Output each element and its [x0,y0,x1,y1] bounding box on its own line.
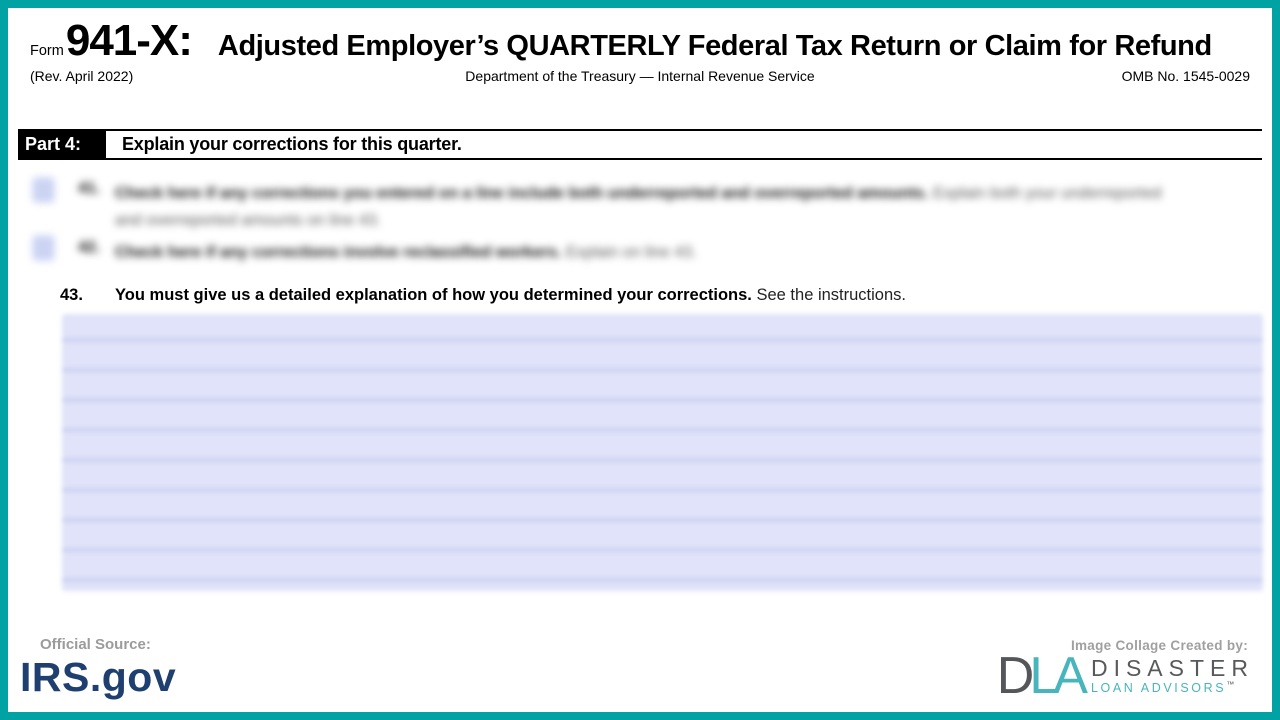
line42-regular-text: Explain on line 43. [561,244,697,261]
image-credit-label: Image Collage Created by: [1070,638,1248,653]
omb-number: OMB No. 1545-0029 [1121,68,1250,84]
line43-regular-text: See the instructions. [751,286,906,304]
form-page: Form 941-X: Adjusted Employer’s QUARTERL… [8,8,1272,712]
line43-explanation-textarea[interactable] [62,314,1263,591]
form-title: Adjusted Employer’s QUARTERLY Federal Ta… [217,30,1212,62]
dla-loan-advisors-text: LOAN ADVISORS™ [1090,679,1254,696]
form-header: Form 941-X: Adjusted Employer’s QUARTERL… [30,16,1212,66]
dla-monogram: DLA [996,647,1088,705]
line41-regular-text: Explain both your underreported and over… [115,185,1162,229]
line43-number: 43. [60,286,83,304]
line43-row: 43. You must give us a detailed explanat… [8,286,1272,310]
form-department-line: Department of the Treasury — Internal Re… [465,68,815,84]
line43-text: You must give us a detailed explanation … [115,286,906,305]
part4-heading: Explain your corrections for this quarte… [122,134,462,154]
dla-letters-la: LA [1029,647,1088,705]
irs-gov-wordmark: IRS.gov [20,654,177,700]
official-source-label: Official Source: [40,636,151,653]
part4-header-bar: Part 4: Explain your corrections for thi… [18,129,1262,160]
line42-checkbox[interactable] [33,236,54,260]
line42-number: 42. [78,239,101,256]
dla-logo: DLA DISASTER LOAN ADVISORS™ [997,650,1254,702]
line42-text: Check here if any corrections involve re… [115,239,1163,266]
dla-disaster-text: DISASTER [1090,655,1254,682]
form-number: 941-X: [65,16,193,65]
line41-number: 41. [78,180,101,197]
blurred-lines-41-42: 41. Check here if any corrections you en… [8,166,1272,286]
form-revision: (Rev. April 2022) [30,68,134,84]
form-word-label: Form [30,43,64,59]
trademark-symbol: ™ [1226,679,1235,689]
line41-bold-text: Check here if any corrections you entere… [115,185,929,202]
dla-loan-advisors-label: LOAN ADVISORS [1090,680,1227,695]
line41-text: Check here if any corrections you entere… [115,180,1163,234]
line42-bold-text: Check here if any corrections involve re… [115,244,562,261]
line43-bold-text: You must give us a detailed explanation … [115,286,752,304]
line41-checkbox[interactable] [33,178,54,202]
part4-label: Part 4: [18,131,106,158]
dla-letter-d: D [996,647,1034,705]
dla-wordmark: DISASTER LOAN ADVISORS™ [1091,656,1254,695]
